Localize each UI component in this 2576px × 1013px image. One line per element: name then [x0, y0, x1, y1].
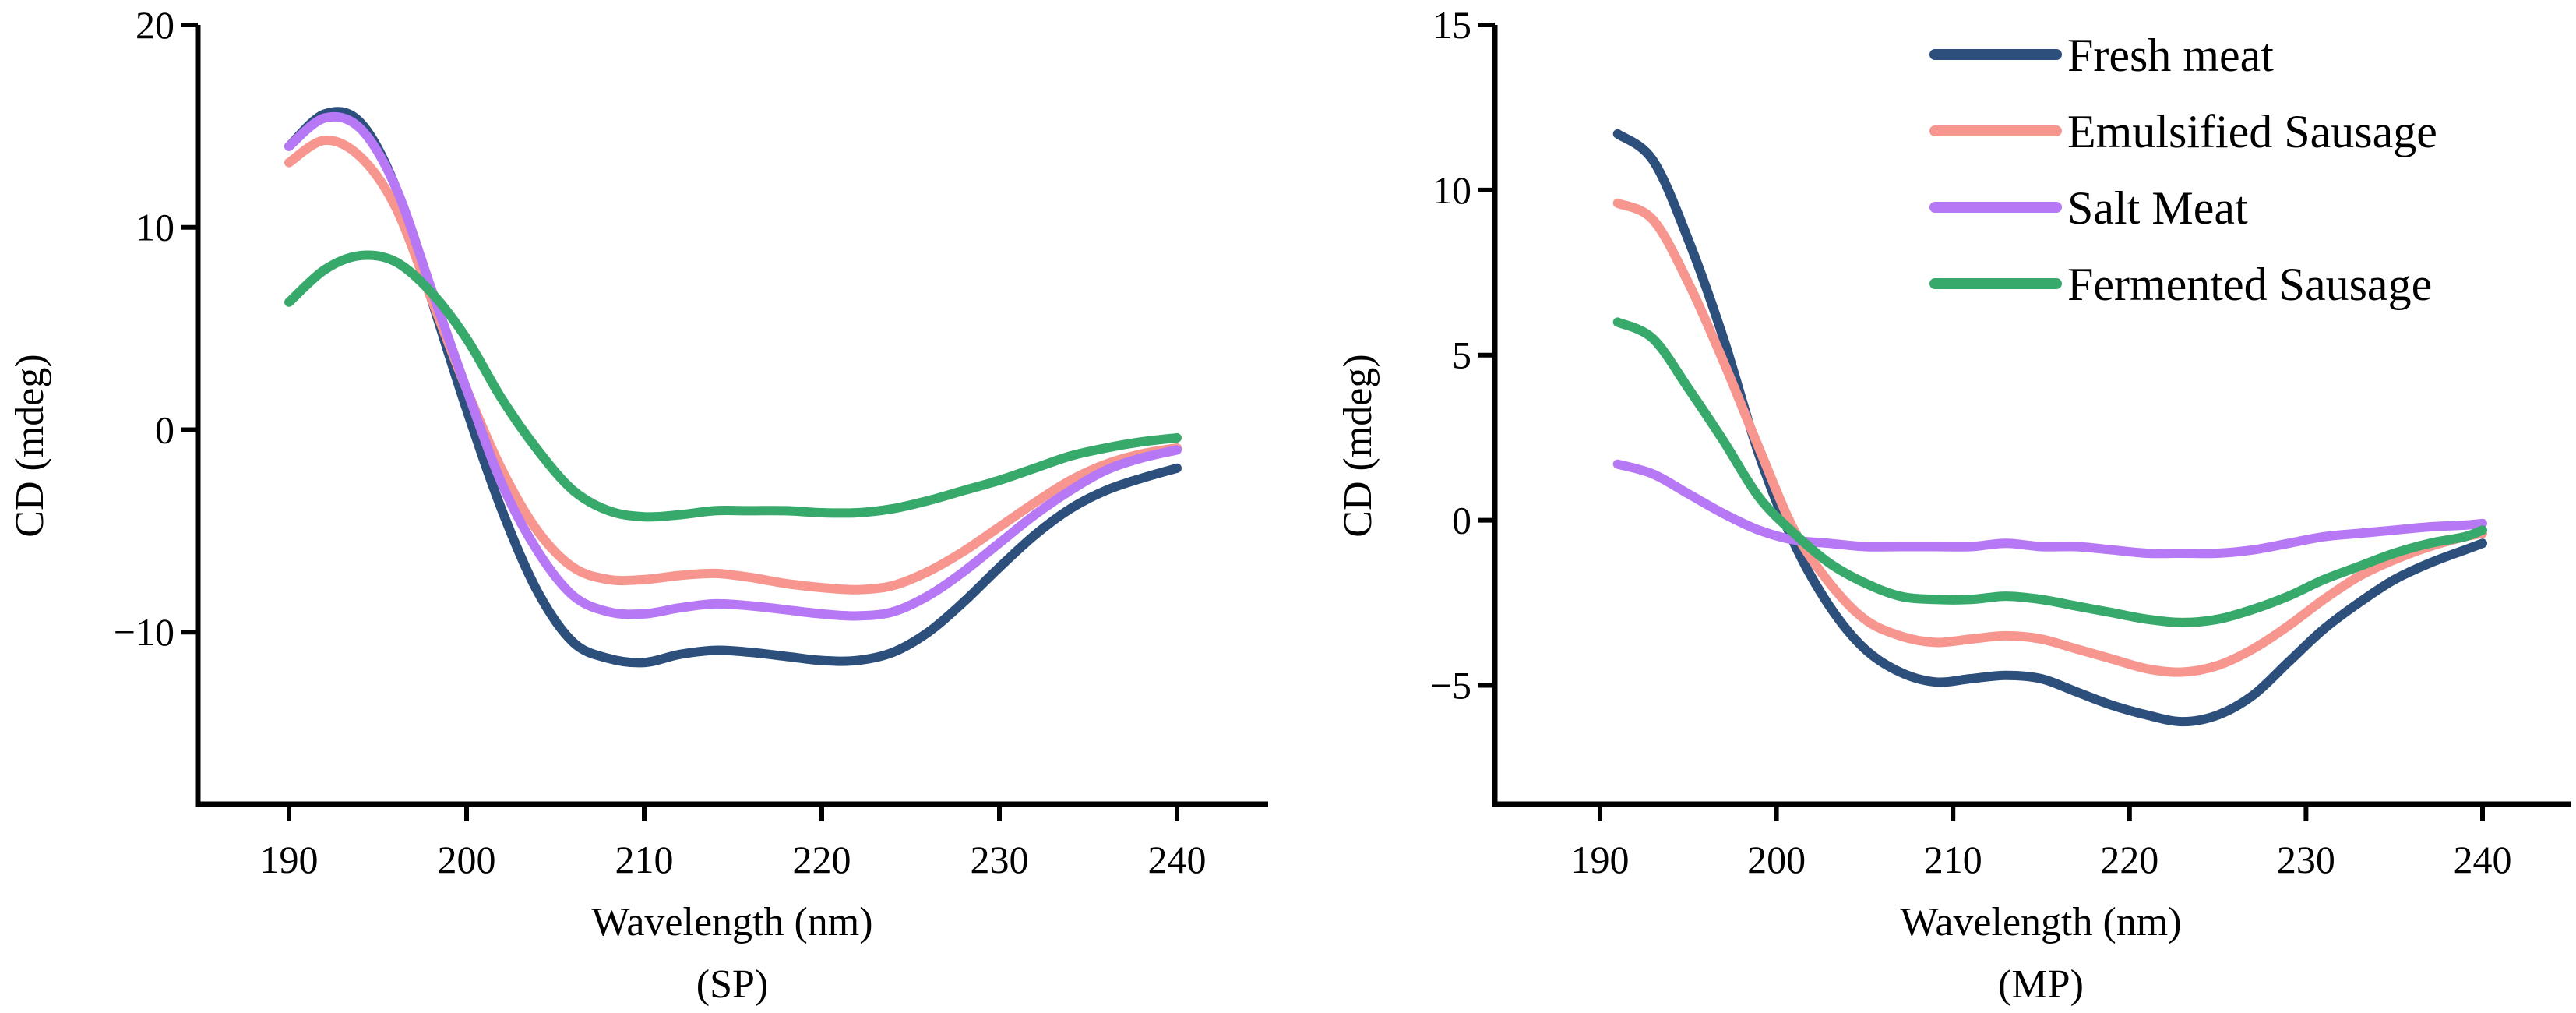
x-tick-label: 240	[2454, 838, 2512, 881]
y-tick-label: −10	[114, 610, 174, 654]
series-line-emulsified-sausage	[1612, 198, 2487, 677]
x-tick-label: 200	[1747, 838, 1806, 881]
legend: Fresh meat Emulsified Sausage Salt Meat Fer…	[1929, 30, 2437, 310]
series-line-salt-meat	[1612, 459, 2487, 559]
chart-panel-mp: 190 200 210 220 230 240 15 10 5 0 −5 Wavelength (nm…	[1336, 3, 2571, 1007]
series-line-fermented-sausage	[1612, 317, 2487, 627]
x-tick-label: 190	[1571, 838, 1630, 881]
axis-lines	[1492, 25, 2571, 807]
y-tick-label: 0	[1452, 499, 1471, 542]
legend-label: Salt Meat	[2067, 182, 2248, 234]
y-axis-title: CD (mdeg)	[8, 354, 52, 537]
legend-label: Emulsified Sausage	[2067, 106, 2437, 157]
chart-panel-sp: 190 200 210 220 230 240 20 10 0 −10 Wavelength (nm…	[8, 3, 1268, 1007]
panel-caption: (SP)	[696, 962, 768, 1007]
axis-lines	[195, 25, 1268, 807]
y-tick-label: 0	[155, 408, 174, 451]
y-axis-title: CD (mdeg)	[1336, 354, 1380, 537]
x-tick-label: 210	[1924, 838, 1982, 881]
x-tick-label: 230	[2277, 838, 2335, 881]
y-tick-label: 10	[1432, 168, 1471, 212]
legend-label: Fermented Sausage	[2067, 259, 2432, 310]
y-tick-label: 10	[136, 206, 174, 249]
x-tick-label: 240	[1148, 838, 1207, 881]
x-tick-label: 230	[971, 838, 1029, 881]
x-tick-label: 220	[2100, 838, 2158, 881]
panel-caption: (MP)	[1998, 962, 2084, 1007]
series-line-fermented-sausage	[284, 250, 1182, 522]
series-line-fresh-meat	[284, 107, 1182, 668]
x-tick-label: 210	[615, 838, 674, 881]
y-tick-label: 15	[1432, 3, 1471, 47]
y-tick-label: −5	[1430, 663, 1471, 707]
legend-label: Fresh meat	[2067, 30, 2274, 81]
y-tick-label: 20	[136, 3, 174, 47]
x-tick-label: 220	[793, 838, 851, 881]
x-tick-label: 200	[438, 838, 496, 881]
x-axis-title: Wavelength (nm)	[1900, 900, 2181, 944]
x-axis-title: Wavelength (nm)	[591, 900, 872, 944]
x-tick-label: 190	[260, 838, 319, 881]
series-line-salt-meat	[284, 111, 1182, 621]
y-tick-label: 5	[1452, 334, 1471, 377]
